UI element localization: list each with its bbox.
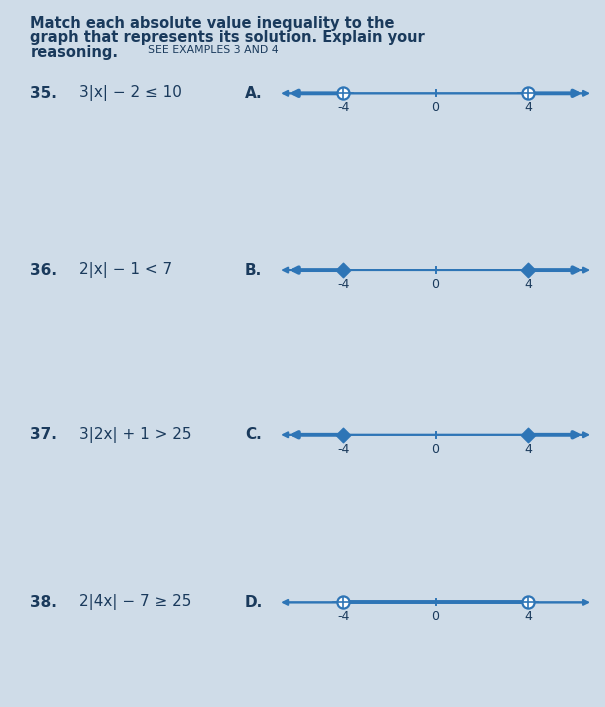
Point bbox=[338, 429, 348, 440]
Text: reasoning.: reasoning. bbox=[30, 45, 118, 60]
Point bbox=[338, 88, 348, 99]
Text: A.: A. bbox=[245, 86, 263, 101]
Text: 4: 4 bbox=[524, 443, 532, 455]
Text: 0: 0 bbox=[431, 278, 440, 291]
Text: 0: 0 bbox=[431, 443, 440, 455]
Text: -4: -4 bbox=[337, 101, 349, 114]
Text: 0: 0 bbox=[431, 101, 440, 114]
Point bbox=[523, 429, 533, 440]
Text: 3|x| − 2 ≤ 10: 3|x| − 2 ≤ 10 bbox=[79, 86, 182, 101]
Text: 4: 4 bbox=[524, 610, 532, 623]
Text: B.: B. bbox=[245, 262, 263, 278]
Point bbox=[523, 264, 533, 276]
Text: 4: 4 bbox=[524, 278, 532, 291]
Text: SEE EXAMPLES 3 AND 4: SEE EXAMPLES 3 AND 4 bbox=[148, 45, 279, 55]
Text: -4: -4 bbox=[337, 278, 349, 291]
Text: 2|4x| − 7 ≥ 25: 2|4x| − 7 ≥ 25 bbox=[79, 595, 191, 610]
Point bbox=[338, 597, 348, 608]
Text: -4: -4 bbox=[337, 443, 349, 455]
Text: 2|x| − 1 < 7: 2|x| − 1 < 7 bbox=[79, 262, 172, 278]
Text: 38.: 38. bbox=[30, 595, 57, 610]
Text: 37.: 37. bbox=[30, 427, 57, 443]
Text: 36.: 36. bbox=[30, 262, 57, 278]
Text: graph that represents its solution. Explain your: graph that represents its solution. Expl… bbox=[30, 30, 425, 45]
Text: C.: C. bbox=[245, 427, 262, 443]
Text: 35.: 35. bbox=[30, 86, 57, 101]
Text: 3|2x| + 1 > 25: 3|2x| + 1 > 25 bbox=[79, 427, 191, 443]
Point bbox=[523, 597, 533, 608]
Point bbox=[523, 88, 533, 99]
Text: -4: -4 bbox=[337, 610, 349, 623]
Text: Match each absolute value inequality to the: Match each absolute value inequality to … bbox=[30, 16, 394, 30]
Text: 4: 4 bbox=[524, 101, 532, 114]
Text: D.: D. bbox=[245, 595, 263, 610]
Point bbox=[338, 264, 348, 276]
Text: 0: 0 bbox=[431, 610, 440, 623]
